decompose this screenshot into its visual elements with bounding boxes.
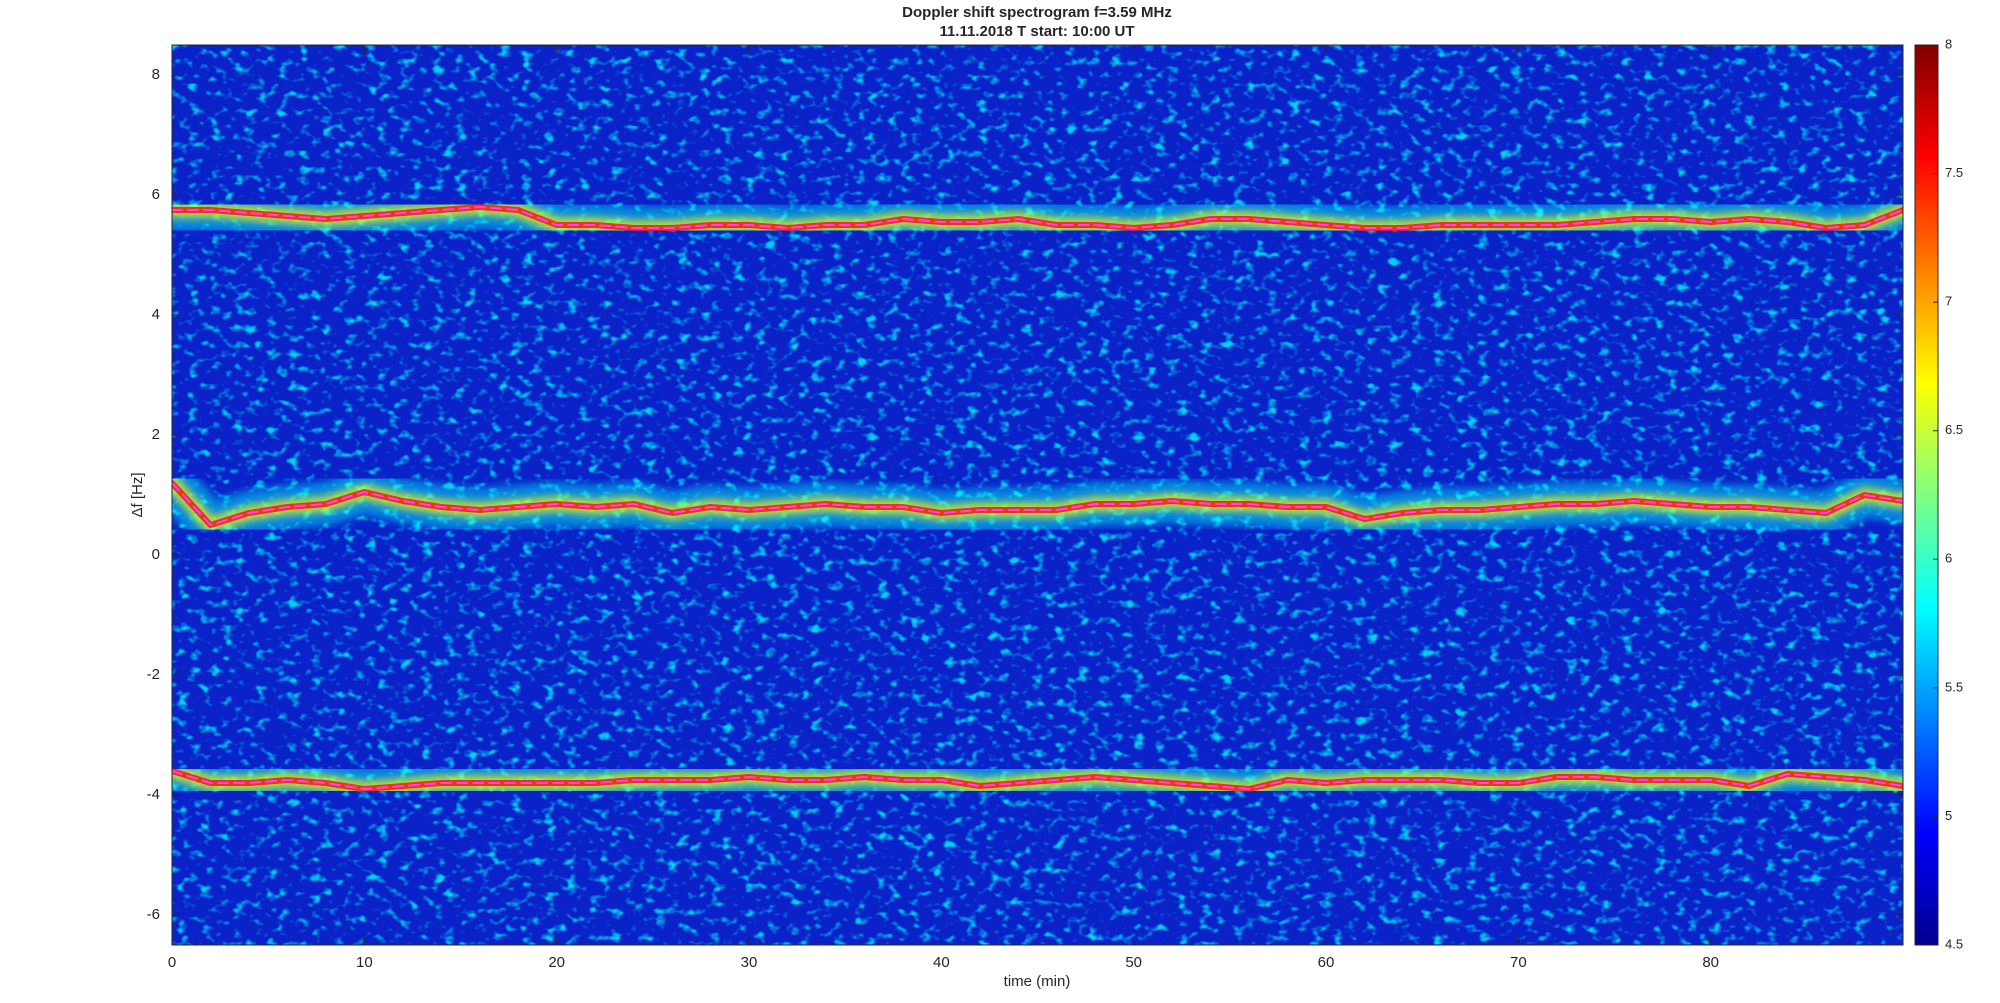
x-tick-label: 0 <box>168 954 176 971</box>
y-tick-label: 8 <box>152 66 160 83</box>
trace-line <box>172 770 1903 790</box>
chart-subtitle: 11.11.2018 T start: 10:00 UT <box>939 23 1134 40</box>
plot-frame <box>171 44 1904 946</box>
y-axis-label: Δf [Hz] <box>129 472 146 517</box>
y-tick-label: 0 <box>152 546 160 563</box>
traces <box>172 185 1903 811</box>
colorbar-tick-label: 6.5 <box>1945 422 1963 437</box>
y-tick-label: 4 <box>152 306 160 323</box>
x-tick-label: 20 <box>548 954 565 971</box>
x-tick-label: 70 <box>1510 954 1527 971</box>
x-tick-label: 30 <box>741 954 758 971</box>
x-tick-label: 80 <box>1702 954 1719 971</box>
x-axis-label: time (min) <box>1004 973 1071 990</box>
y-tick-label: 2 <box>152 426 160 443</box>
colorbar-tick-label: 5 <box>1945 808 1952 823</box>
x-tick-label: 40 <box>933 954 950 971</box>
colorbar-tick-label: 6 <box>1945 551 1952 566</box>
colorbar-tick-label: 8 <box>1945 36 1952 51</box>
x-tick-label: 60 <box>1318 954 1335 971</box>
x-tick-label: 10 <box>356 954 373 971</box>
y-tick-label: -2 <box>147 666 160 683</box>
colorbar-tick-label: 4.5 <box>1945 936 1963 951</box>
colorbar <box>1914 44 1939 946</box>
y-tick-label: -4 <box>147 786 160 803</box>
y-tick-label: 6 <box>152 186 160 203</box>
colorbar-tick-label: 5.5 <box>1945 679 1963 694</box>
chart-title: Doppler shift spectrogram f=3.59 MHz <box>902 4 1172 21</box>
colorbar-tick-label: 7 <box>1945 294 1952 309</box>
trace-line <box>172 206 1903 229</box>
x-tick-label: 50 <box>1125 954 1142 971</box>
trace-line <box>172 482 1903 526</box>
y-tick-label: -6 <box>147 906 160 923</box>
colorbar-tick-label: 7.5 <box>1945 165 1963 180</box>
